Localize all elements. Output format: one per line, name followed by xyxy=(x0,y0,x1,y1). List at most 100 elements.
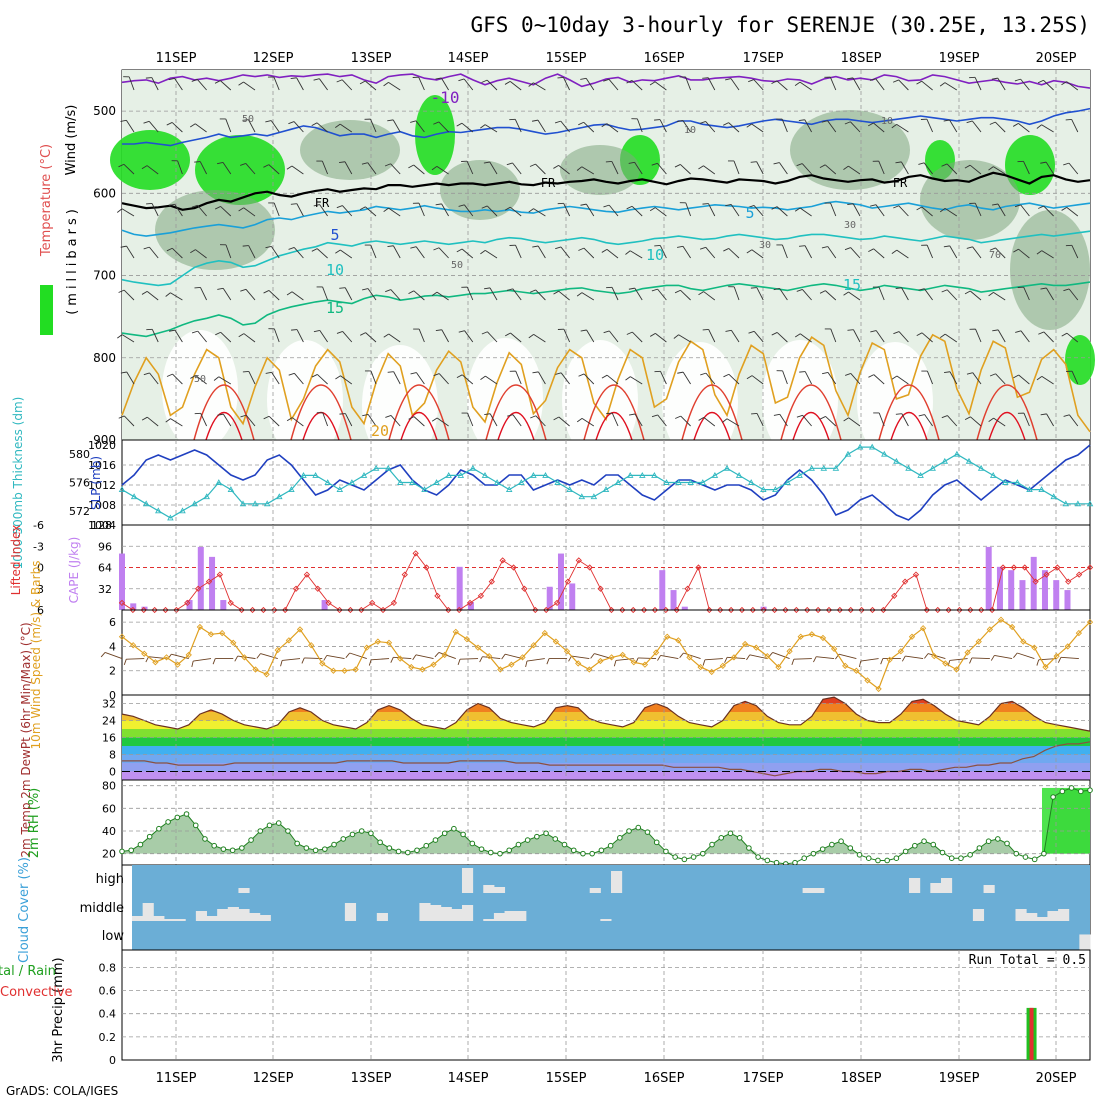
wind-barb xyxy=(537,245,546,259)
rh-line-point xyxy=(1059,788,1066,795)
warm-contour xyxy=(693,411,731,441)
wind-barb xyxy=(946,163,958,175)
thickness-line-point xyxy=(639,471,646,478)
cloud-bar-high xyxy=(983,885,995,893)
wind-barb xyxy=(634,162,643,175)
wind-barb xyxy=(606,374,619,385)
thickness-line-point xyxy=(360,471,368,478)
wind-barb xyxy=(850,373,861,385)
wind-barb-flag xyxy=(964,164,971,169)
wind-barb-flag xyxy=(238,81,244,86)
warm-contour xyxy=(595,411,633,441)
date-label-top: 19SEP xyxy=(939,51,980,66)
wind-barb-flag xyxy=(169,329,176,332)
lifted-index-line-point xyxy=(934,606,941,614)
wind-speed-line-point xyxy=(563,648,571,655)
wind-speed-line-point xyxy=(1042,663,1049,671)
contour-label: 10 xyxy=(684,125,696,136)
rh-tick-label: 80 xyxy=(102,780,116,793)
wind-barb-flag xyxy=(1013,374,1019,379)
wind-barb xyxy=(730,78,740,91)
wind-speed-line-point xyxy=(397,655,404,662)
lifted-index-line-point xyxy=(619,606,626,614)
wind-barb xyxy=(151,203,159,217)
wind-barb xyxy=(852,77,861,91)
top-date-labels: 11SEP 12SEP 13SEP 14SEP 15SEP 16SEP 17SEP 18SEP… xyxy=(156,51,1077,66)
thickness-line-point xyxy=(227,486,235,493)
wind-barb xyxy=(200,413,208,427)
rh-line-point xyxy=(810,850,817,857)
wind-barb-flag xyxy=(433,121,440,125)
lifted-index-line-point xyxy=(412,550,419,557)
wind-barb xyxy=(581,417,595,427)
rh-line-point xyxy=(543,830,549,837)
wind-barb xyxy=(218,376,232,385)
ylabel-cape: CAPE (J/kg) xyxy=(67,537,81,604)
thickness-line-point xyxy=(747,479,755,485)
wind-barb-flag xyxy=(431,166,438,171)
wind-speed-line-point xyxy=(463,636,471,643)
wind-barb-flag xyxy=(190,374,196,379)
rh-line-point xyxy=(248,837,254,843)
cape-bar xyxy=(467,602,474,610)
wind-barb-flag xyxy=(189,123,196,128)
lifted-tick-label: 6 xyxy=(37,604,44,617)
wind-barb xyxy=(827,372,837,385)
legend-total-rain: tal / Rain xyxy=(0,964,56,979)
wind-barb xyxy=(1023,412,1030,427)
lifted-index-line-point xyxy=(695,564,702,571)
wind-barb xyxy=(799,81,812,91)
thickness-line-point xyxy=(167,514,174,521)
wind-barb-flag xyxy=(359,80,366,85)
rh-line-point xyxy=(663,848,669,855)
wind-barb xyxy=(273,328,280,343)
wind-barb-flag xyxy=(410,246,417,249)
wind-barb xyxy=(848,165,861,175)
wind-barb-flag xyxy=(799,371,806,373)
wind-barb-flag xyxy=(794,333,801,338)
rh-dry-region xyxy=(857,342,933,462)
wind-barb xyxy=(123,163,135,175)
wind-barb xyxy=(319,78,328,91)
cloud-bar-middle xyxy=(163,919,176,921)
wind-barb xyxy=(193,658,212,662)
wind-barb xyxy=(682,246,691,259)
wind-barb-flag xyxy=(1057,657,1062,663)
wind-barb xyxy=(316,248,328,259)
wind-barb-flag xyxy=(791,659,795,666)
wind-barb xyxy=(170,292,183,301)
wind-barb-flag xyxy=(118,163,125,168)
wind-barb xyxy=(631,80,643,91)
wind-barb-flag xyxy=(580,77,587,80)
rh-contour-fill xyxy=(560,145,640,195)
lifted-index-line-point xyxy=(347,606,354,614)
thickness-line-point xyxy=(1062,500,1070,507)
wind-barb-flag xyxy=(858,660,862,668)
lifted-index-line-point xyxy=(553,599,561,607)
wind-barb-flag xyxy=(944,371,951,374)
wind-speed-line-point xyxy=(664,633,671,640)
wind-barb xyxy=(126,371,135,385)
thickness-line-point xyxy=(844,450,852,457)
wind-barb xyxy=(510,206,522,217)
stability-panel: -6 -3 0 3 6 128 96 64 32 Lifted Index CAPE (J/kg) xyxy=(9,519,1094,617)
wind-barb xyxy=(293,247,304,259)
wind-barb-flag xyxy=(529,163,536,167)
wind-barb-flag xyxy=(311,248,318,252)
wind-barb xyxy=(926,370,934,385)
rh-line-point xyxy=(165,819,171,825)
wind-barb-flag xyxy=(458,330,465,333)
wind-barb-flag xyxy=(166,373,173,377)
wind-speed-line-point xyxy=(897,648,904,655)
wind-barb xyxy=(685,76,692,91)
lifted-index-line-point xyxy=(303,571,311,578)
wind-barb xyxy=(461,122,474,133)
wind-barb-flag xyxy=(311,122,318,127)
wind-barb-flag xyxy=(263,164,269,168)
wind-barb xyxy=(388,333,401,343)
wind-barb xyxy=(126,245,135,259)
wind-barb-flag xyxy=(702,77,709,79)
rh-line-point xyxy=(598,847,605,854)
wind-barb-flag xyxy=(891,375,898,380)
